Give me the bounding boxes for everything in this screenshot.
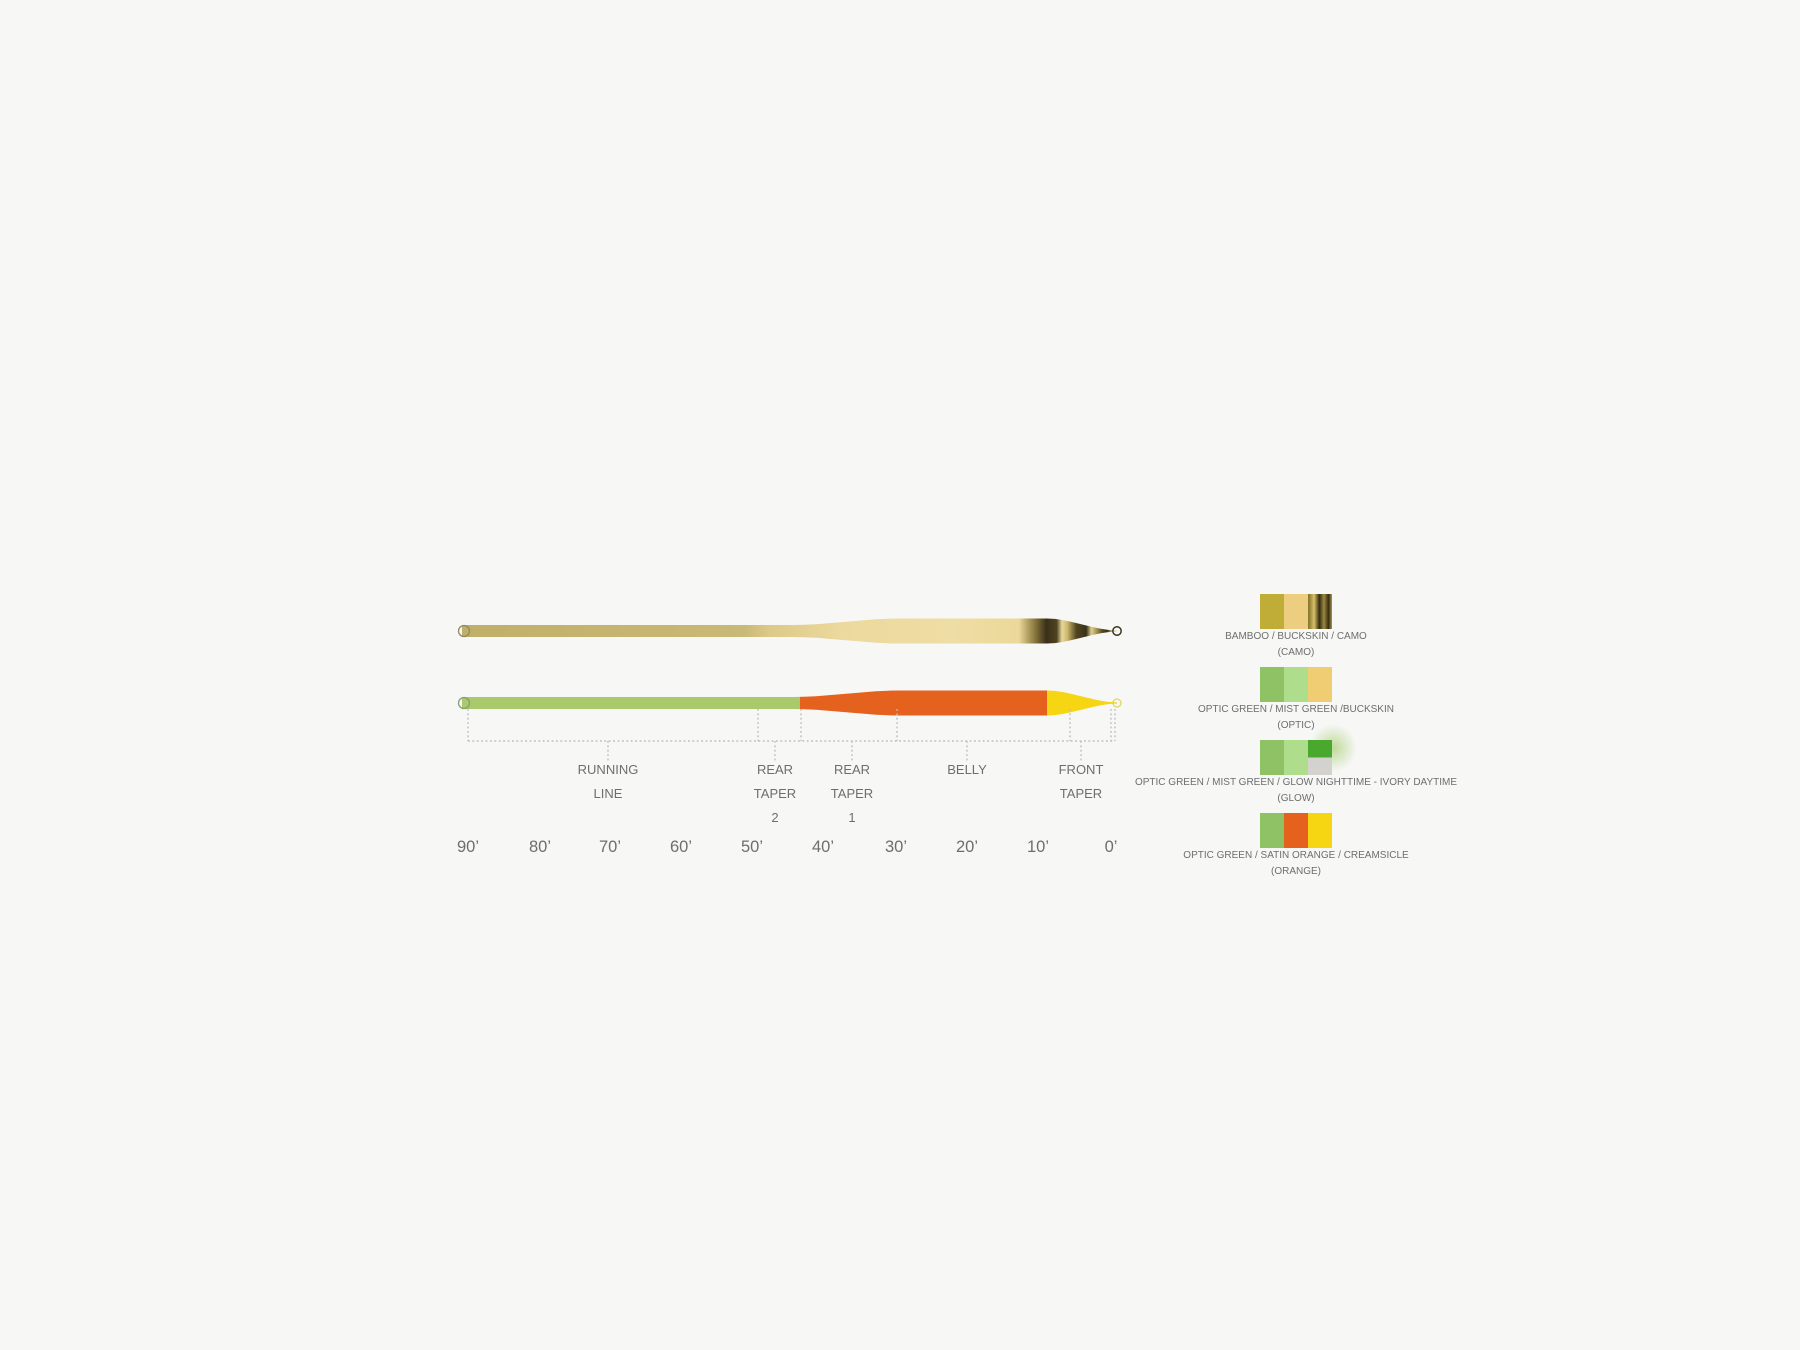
svg-text:BAMBOO / BUCKSKIN / CAMO: BAMBOO / BUCKSKIN / CAMO	[1225, 631, 1367, 642]
svg-text:60’: 60’	[670, 838, 692, 856]
svg-text:90’: 90’	[457, 838, 479, 856]
svg-text:LINE: LINE	[594, 786, 623, 801]
svg-text:1: 1	[848, 810, 855, 825]
svg-text:FRONT: FRONT	[1059, 762, 1104, 777]
svg-text:(ORANGE): (ORANGE)	[1271, 866, 1321, 877]
svg-text:OPTIC GREEN / SATIN ORANGE / C: OPTIC GREEN / SATIN ORANGE / CREAMSICLE	[1183, 850, 1409, 861]
svg-text:TAPER: TAPER	[1060, 786, 1102, 801]
svg-text:OPTIC GREEN / MIST GREEN /BUCK: OPTIC GREEN / MIST GREEN /BUCKSKIN	[1198, 704, 1394, 715]
svg-text:RUNNING: RUNNING	[578, 762, 639, 777]
svg-text:70’: 70’	[599, 838, 621, 856]
svg-text:TAPER: TAPER	[754, 786, 796, 801]
svg-text:BELLY: BELLY	[947, 762, 987, 777]
svg-text:30’: 30’	[885, 838, 907, 856]
svg-text:40’: 40’	[812, 838, 834, 856]
svg-text:0’: 0’	[1105, 838, 1118, 856]
svg-text:(OPTIC): (OPTIC)	[1277, 720, 1314, 731]
svg-text:80’: 80’	[529, 838, 551, 856]
svg-text:20’: 20’	[956, 838, 978, 856]
svg-text:10’: 10’	[1027, 838, 1049, 856]
svg-text:(CAMO): (CAMO)	[1278, 647, 1315, 658]
svg-text:OPTIC GREEN / MIST GREEN / GLO: OPTIC GREEN / MIST GREEN / GLOW NIGHTTIM…	[1135, 777, 1457, 788]
svg-text:(GLOW): (GLOW)	[1277, 793, 1314, 804]
svg-text:TAPER: TAPER	[831, 786, 873, 801]
svg-text:50’: 50’	[741, 838, 763, 856]
svg-text:2: 2	[771, 810, 778, 825]
svg-text:REAR: REAR	[834, 762, 870, 777]
svg-text:REAR: REAR	[757, 762, 793, 777]
